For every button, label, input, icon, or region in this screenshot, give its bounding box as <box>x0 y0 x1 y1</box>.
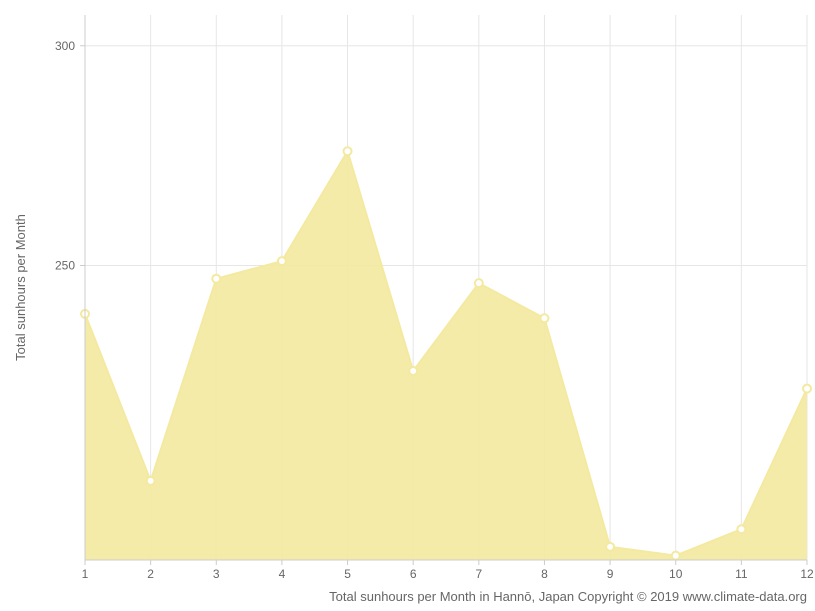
x-tick-label: 4 <box>279 567 286 581</box>
data-point <box>409 367 417 375</box>
data-point <box>803 385 811 393</box>
x-tick-label: 11 <box>735 567 748 581</box>
x-tick-label: 5 <box>344 567 351 581</box>
x-tick-label: 2 <box>147 567 154 581</box>
y-tick-label: 250 <box>55 259 75 273</box>
data-point <box>672 552 680 560</box>
data-point <box>212 275 220 283</box>
data-point <box>344 147 352 155</box>
data-point <box>475 279 483 287</box>
data-point <box>147 477 155 485</box>
x-tick-label: 8 <box>541 567 548 581</box>
x-tick-label: 7 <box>475 567 482 581</box>
sunhours-chart: 250300123456789101112Total sunhours per … <box>0 0 815 611</box>
data-point <box>540 314 548 322</box>
x-tick-label: 9 <box>607 567 614 581</box>
data-point <box>606 543 614 551</box>
x-tick-label: 12 <box>800 567 814 581</box>
chart-svg: 250300123456789101112Total sunhours per … <box>0 0 815 611</box>
chart-caption: Total sunhours per Month in Hannō, Japan… <box>329 589 807 604</box>
x-tick-label: 10 <box>669 567 683 581</box>
x-tick-label: 3 <box>213 567 220 581</box>
x-tick-label: 1 <box>82 567 89 581</box>
y-tick-label: 300 <box>55 39 75 53</box>
y-axis-label: Total sunhours per Month <box>13 214 28 361</box>
data-point <box>278 257 286 265</box>
data-point <box>737 525 745 533</box>
x-tick-label: 6 <box>410 567 417 581</box>
